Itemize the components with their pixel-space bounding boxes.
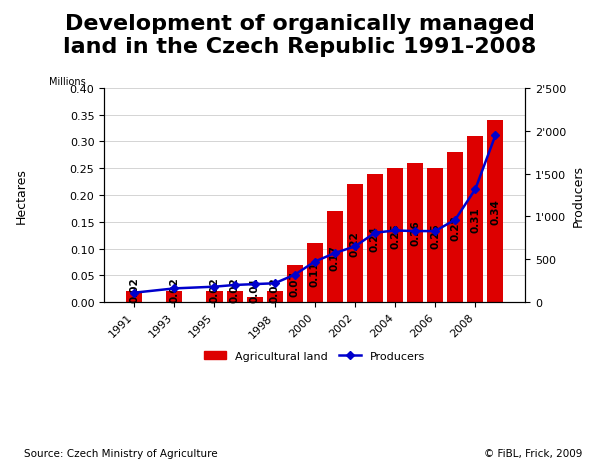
Bar (447, 153, 463, 302)
Text: 0.01: 0.01 (250, 276, 260, 302)
Text: 0.17: 0.17 (330, 244, 340, 270)
Text: 0.02: 0.02 (129, 276, 139, 302)
Text: 0.22: 0.22 (350, 231, 360, 257)
Bar (327, 212, 343, 302)
Bar (266, 292, 283, 302)
Bar (347, 185, 363, 302)
Y-axis label: Producers: Producers (572, 165, 585, 226)
Text: 0.02: 0.02 (269, 276, 280, 302)
Bar (126, 292, 142, 302)
Text: 0.25: 0.25 (390, 223, 400, 249)
Text: 0.34: 0.34 (490, 199, 500, 225)
Bar (467, 137, 484, 302)
Text: Source: Czech Ministry of Agriculture: Source: Czech Ministry of Agriculture (24, 448, 218, 458)
Text: 0.07: 0.07 (290, 271, 300, 297)
Text: 0.24: 0.24 (370, 225, 380, 251)
Text: 0.02: 0.02 (230, 276, 239, 302)
Y-axis label: Hectares: Hectares (15, 168, 28, 224)
Legend: Agricultural land, Producers: Agricultural land, Producers (200, 346, 430, 365)
Bar (247, 297, 263, 302)
Bar (487, 121, 503, 302)
Text: Development of organically managed
land in the Czech Republic 1991-2008: Development of organically managed land … (64, 14, 536, 57)
Text: 0.31: 0.31 (470, 207, 481, 232)
Text: Millions: Millions (49, 76, 86, 87)
Text: 0.28: 0.28 (450, 215, 460, 240)
Bar (387, 169, 403, 302)
Text: 0.11: 0.11 (310, 260, 320, 286)
Bar (287, 265, 303, 302)
Bar (407, 163, 423, 302)
Bar (367, 174, 383, 302)
Text: 0.02: 0.02 (169, 276, 179, 302)
Text: 0.02: 0.02 (209, 276, 220, 302)
Text: 0.25: 0.25 (430, 223, 440, 249)
Text: © FiBL, Frick, 2009: © FiBL, Frick, 2009 (484, 448, 582, 458)
Bar (227, 292, 242, 302)
Text: 0.26: 0.26 (410, 220, 420, 246)
Bar (206, 292, 223, 302)
Bar (307, 244, 323, 302)
Bar (166, 292, 182, 302)
Bar (427, 169, 443, 302)
